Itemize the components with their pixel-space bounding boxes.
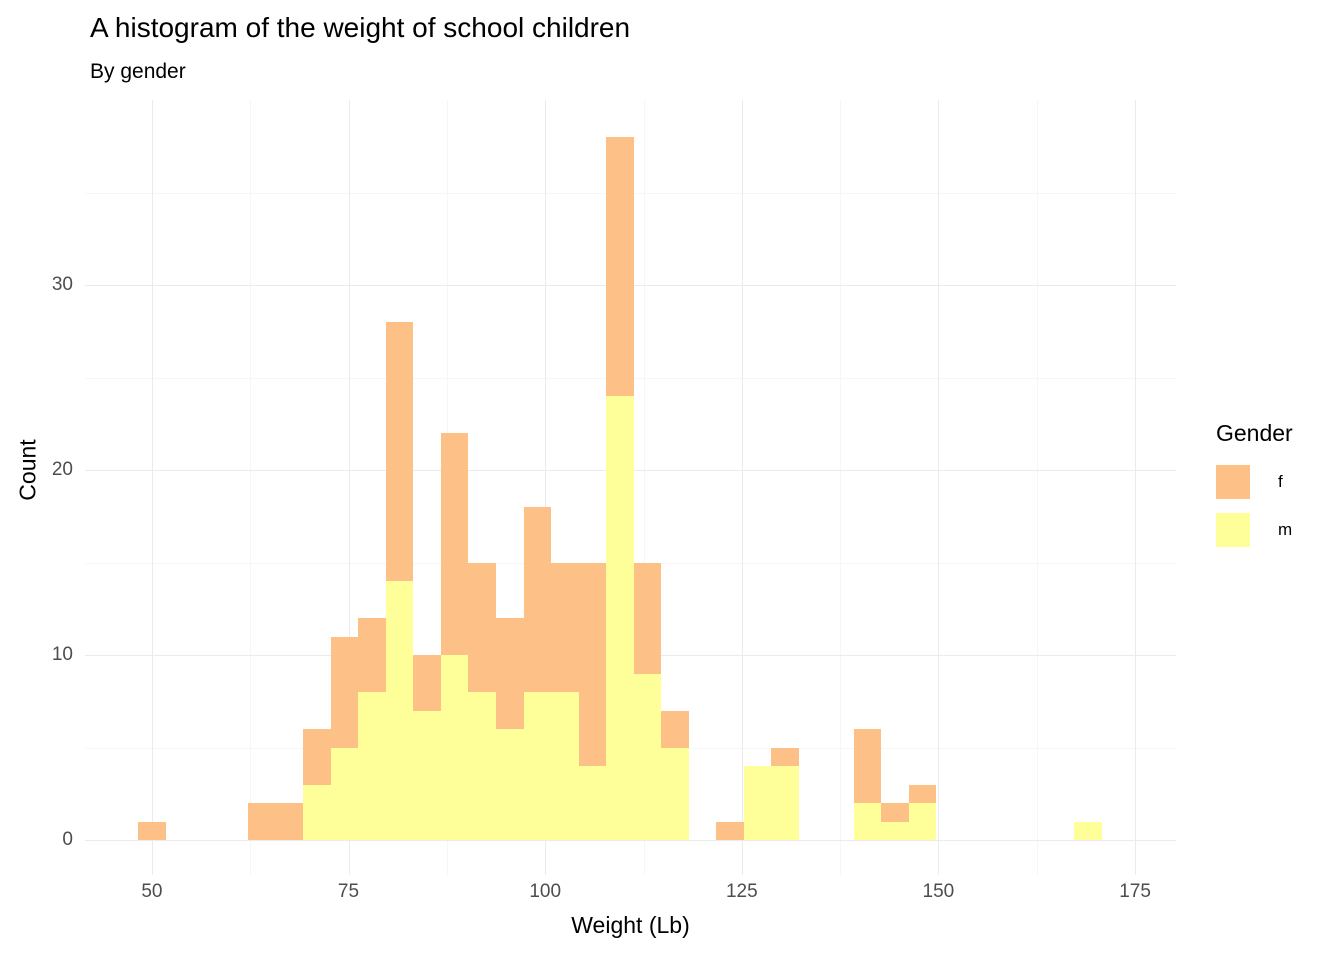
histogram-bar-segment-m <box>496 729 524 840</box>
histogram-bar-segment-m <box>358 692 386 840</box>
histogram-bar-segment-f <box>909 784 936 803</box>
histogram-bar-segment-f <box>303 729 331 785</box>
x-gridline-minor <box>643 100 645 875</box>
histogram-bar-segment-f <box>248 803 276 840</box>
y-tick-label: 30 <box>51 274 73 295</box>
legend-item: f <box>1216 465 1293 499</box>
histogram-bar-segment-f <box>276 803 303 840</box>
histogram-bar-segment-m <box>413 710 441 840</box>
histogram-bar-segment-f <box>468 562 496 692</box>
legend-item: m <box>1216 513 1293 547</box>
y-tick-label: 10 <box>51 644 73 665</box>
histogram-bar-segment-f <box>138 821 166 840</box>
histogram-bar-segment-f <box>331 636 358 748</box>
x-tick-label: 50 <box>141 881 163 902</box>
histogram-bar-segment-f <box>386 322 413 581</box>
histogram-bar-segment-m <box>771 766 799 840</box>
y-tick-label: 20 <box>51 459 73 480</box>
legend-swatch-f <box>1216 465 1250 499</box>
x-gridline-minor <box>840 100 842 875</box>
histogram-bar-segment-f <box>716 821 744 840</box>
histogram-bar-segment-f <box>579 562 606 766</box>
y-axis-title: Count <box>14 439 41 501</box>
histogram-bar-segment-m <box>744 766 771 840</box>
legend-label: f <box>1278 472 1283 491</box>
histogram-bar-segment-m <box>386 581 413 840</box>
x-tick-label: 125 <box>725 881 758 902</box>
histogram-bar-segment-m <box>441 655 468 840</box>
histogram-bar-segment-f <box>634 562 661 674</box>
x-tick-label: 75 <box>337 881 360 902</box>
x-axis-title: Weight (Lb) <box>571 912 690 938</box>
legend-label: m <box>1278 520 1293 539</box>
x-gridline-minor <box>250 100 252 875</box>
x-gridline-minor <box>1036 100 1038 875</box>
histogram-bar-segment-f <box>551 562 579 692</box>
histogram-bar-segment-f <box>413 655 441 711</box>
chart-subtitle: By gender <box>90 60 186 83</box>
chart-title: A histogram of the weight of school chil… <box>90 12 631 43</box>
histogram-bar-segment-m <box>468 692 496 840</box>
x-gridline-major <box>938 100 940 875</box>
legend-swatch-m <box>1216 513 1250 547</box>
x-axis-tick-labels: 50 75 100 125 150 175 <box>85 881 1176 905</box>
histogram-bar-segment-f <box>358 618 386 692</box>
y-axis-tick-labels: 0 10 20 30 <box>0 100 73 875</box>
histogram-bar-segment-m <box>551 692 579 840</box>
histogram-bar-segment-f <box>661 710 689 748</box>
histogram-bar-segment-m <box>909 803 936 840</box>
y-gridline-major <box>85 840 1176 841</box>
histogram-bar-segment-m <box>579 766 606 840</box>
histogram-bar-segment-f <box>854 729 881 803</box>
histogram-bar-segment-m <box>881 821 909 840</box>
x-tick-label: 175 <box>1119 881 1151 902</box>
histogram-bar-segment-m <box>661 747 689 840</box>
x-gridline-major <box>348 100 350 875</box>
histogram-bar-segment-f <box>441 433 468 655</box>
x-tick-label: 100 <box>529 881 562 902</box>
legend-title: Gender <box>1216 420 1293 446</box>
x-tick-label: 150 <box>922 881 955 902</box>
histogram-bar-segment-m <box>303 784 331 840</box>
histogram-bar-segment-f <box>771 747 799 766</box>
histogram-bar-segment-f <box>606 137 634 396</box>
histogram-bar-segment-m <box>331 747 358 840</box>
histogram-bar-segment-m <box>606 396 634 840</box>
y-tick-label: 0 <box>62 829 73 850</box>
histogram-bar-segment-f <box>881 803 909 822</box>
histogram-bar-segment-m <box>634 673 661 840</box>
x-gridline-major <box>1135 100 1137 875</box>
plot-panel <box>85 100 1176 875</box>
histogram-bar-segment-m <box>854 803 881 840</box>
x-gridline-major <box>545 100 547 875</box>
x-gridline-major <box>151 100 153 875</box>
histogram-bar-segment-f <box>496 618 524 729</box>
histogram-bar-segment-m <box>524 692 551 840</box>
histogram-bar-segment-m <box>1074 821 1102 840</box>
x-gridline-major <box>741 100 743 875</box>
histogram-bar-segment-f <box>524 507 551 692</box>
